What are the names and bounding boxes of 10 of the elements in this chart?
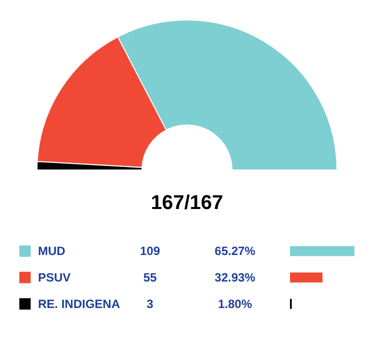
data-label: 109 (140, 244, 160, 258)
legend-label: PSUV (38, 270, 71, 284)
text: 167/167 (150, 192, 224, 214)
data-label: 3 (146, 296, 154, 311)
legend-label: MUD (38, 244, 66, 258)
data-label: 55 (143, 270, 157, 284)
text: 1.80% (218, 296, 252, 311)
text: 32.93% (214, 270, 256, 284)
legend-label: RE. INDIGENA (38, 296, 120, 311)
text: 65.27% (214, 244, 256, 258)
